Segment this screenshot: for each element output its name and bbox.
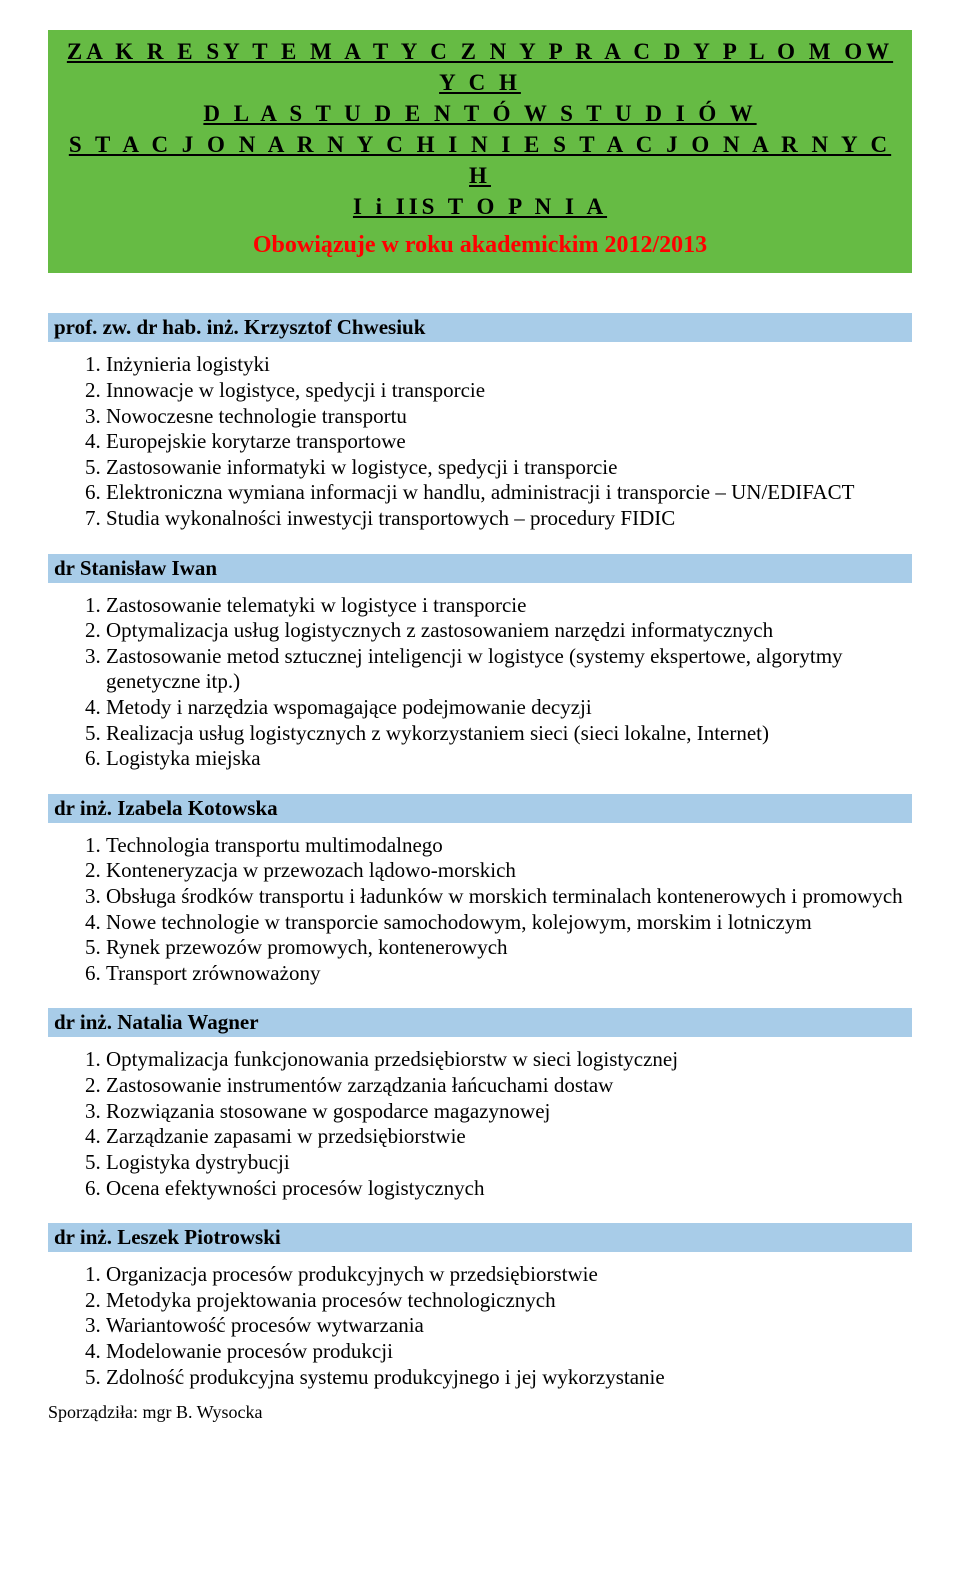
supervisor-bar: prof. zw. dr hab. inż. Krzysztof Chwesiu… [48,313,912,342]
topic-item: Zarządzanie zapasami w przedsiębiorstwie [106,1124,912,1150]
topic-item: Optymalizacja usług logistycznych z zast… [106,618,912,644]
header-title: ZA K R E SY T E M A T Y C Z N Y P R A C … [58,36,902,222]
topic-item: Innowacje w logistyce, spedycji i transp… [106,378,912,404]
topic-item: Studia wykonalności inwestycji transport… [106,506,912,532]
topic-item: Zastosowanie instrumentów zarządzania ła… [106,1073,912,1099]
supervisor-bar: dr Stanisław Iwan [48,554,912,583]
topic-list: Optymalizacja funkcjonowania przedsiębio… [48,1047,912,1201]
topic-item: Technologia transportu multimodalnego [106,833,912,859]
topic-item: Metodyka projektowania procesów technolo… [106,1288,912,1314]
topic-item: Zastosowanie informatyki w logistyce, sp… [106,455,912,481]
topic-item: Obsługa środków transportu i ładunków w … [106,884,912,910]
supervisor-bar: dr inż. Izabela Kotowska [48,794,912,823]
topic-item: Nowe technologie w transporcie samochodo… [106,910,912,936]
topic-item: Inżynieria logistyki [106,352,912,378]
topic-item: Optymalizacja funkcjonowania przedsiębio… [106,1047,912,1073]
header-line3: S T A C J O N A R N Y C H I N I E S T A … [69,132,891,188]
topic-item: Europejskie korytarze transportowe [106,429,912,455]
topic-item: Zastosowanie metod sztucznej inteligencj… [106,644,912,695]
topic-item: Metody i narzędzia wspomagające podejmow… [106,695,912,721]
topic-item: Rynek przewozów promowych, kontenerowych [106,935,912,961]
topic-item: Organizacja procesów produkcyjnych w prz… [106,1262,912,1288]
supervisor-bar: dr inż. Natalia Wagner [48,1008,912,1037]
topic-item: Logistyka dystrybucji [106,1150,912,1176]
supervisor-bar: dr inż. Leszek Piotrowski [48,1223,912,1252]
topic-item: Modelowanie procesów produkcji [106,1339,912,1365]
topic-list: Zastosowanie telematyki w logistyce i tr… [48,593,912,772]
topic-item: Nowoczesne technologie transportu [106,404,912,430]
topic-item: Transport zrównoważony [106,961,912,987]
topic-list: Inżynieria logistykiInnowacje w logistyc… [48,352,912,531]
footer-text: Sporządziła: mgr B. Wysocka [48,1402,912,1423]
topic-item: Elektroniczna wymiana informacji w handl… [106,480,912,506]
document-page: ZA K R E SY T E M A T Y C Z N Y P R A C … [0,0,960,1443]
topic-item: Rozwiązania stosowane w gospodarce magaz… [106,1099,912,1125]
topic-item: Ocena efektywności procesów logistycznyc… [106,1176,912,1202]
topic-item: Zdolność produkcyjna systemu produkcyjne… [106,1365,912,1391]
topic-item: Realizacja usług logistycznych z wykorzy… [106,721,912,747]
topic-list: Technologia transportu multimodalnegoKon… [48,833,912,987]
topic-item: Logistyka miejska [106,746,912,772]
header-line4: I i IIS T O P N I A [353,194,607,219]
sections-container: prof. zw. dr hab. inż. Krzysztof Chwesiu… [48,313,912,1390]
header-box: ZA K R E SY T E M A T Y C Z N Y P R A C … [48,30,912,273]
topic-list: Organizacja procesów produkcyjnych w prz… [48,1262,912,1390]
topic-item: Wariantowość procesów wytwarzania [106,1313,912,1339]
topic-item: Zastosowanie telematyki w logistyce i tr… [106,593,912,619]
header-line1: ZA K R E SY T E M A T Y C Z N Y P R A C … [67,39,893,95]
topic-item: Konteneryzacja w przewozach lądowo-morsk… [106,858,912,884]
header-line2: D L A S T U D E N T Ó W S T U D I Ó W [203,101,756,126]
header-subtitle: Obowiązuje w roku akademickim 2012/2013 [58,232,902,259]
